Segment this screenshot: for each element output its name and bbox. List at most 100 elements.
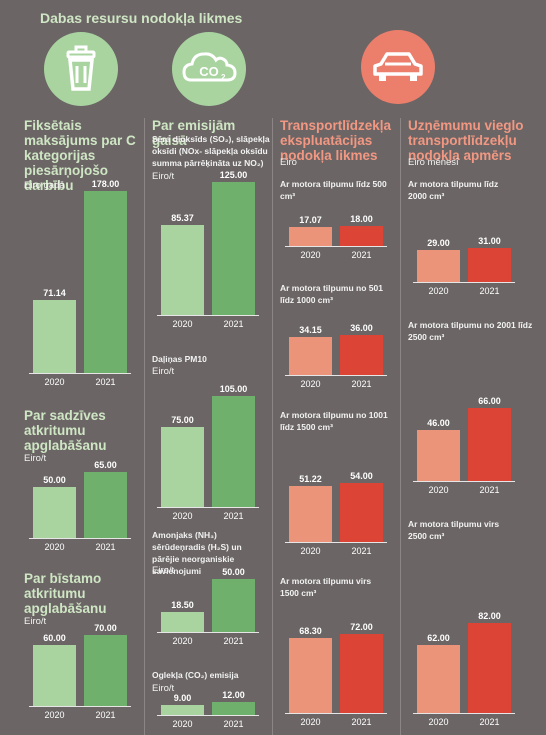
chart-baseline [285,542,387,543]
x-tick-label: 2021 [223,319,244,329]
unit-label: Eiro/t [152,171,175,182]
x-tick-label: 2021 [351,546,372,556]
bar-u3-2020 [417,645,460,713]
data-label: 178.00 [91,179,120,189]
unit-label: Eiro [280,157,297,168]
svg-text:CO: CO [199,64,219,79]
x-tick-label: 2020 [428,717,449,727]
bar-t3-2021 [340,483,383,542]
subtitle-so2-nox: Sēra dioksīds (SO₂), slāpekļa oksīdi (NO… [152,134,270,168]
subtitle-engine-500: Ar motora tilpumu līdz 500 cm³ [280,179,387,201]
column-divider [272,118,273,735]
unit-label: Eiro/t [24,616,47,627]
bar-u1-2021 [468,248,511,282]
svg-text:2: 2 [221,73,226,82]
bar-c1-2020 [33,300,76,373]
data-label: 18.50 [171,600,194,610]
data-label: 68.30 [299,626,322,636]
x-tick-label: 2020 [300,250,321,260]
bar-t3-2020 [289,486,332,542]
bar-u2-2020 [417,430,460,481]
section-title-company-car-tax: Uzņēmumu vieglo transportlīdzekļu nodokļ… [408,118,524,163]
unit-label: Eiro/t [152,565,175,576]
bar-u3-2021 [468,623,511,713]
bar-c3-2021 [84,635,127,706]
subtitle-pm10: Daļiņas PM10 [152,354,207,364]
unit-label: Eiro mēnesī [408,157,459,168]
data-label: 46.00 [427,418,450,428]
unit-label: Eiro/t [152,366,175,377]
x-tick-label: 2021 [479,286,500,296]
bar-e3-2020 [161,612,204,632]
x-tick-label: 2020 [44,710,65,720]
data-label: 34.15 [299,325,322,335]
column-divider [144,118,145,735]
subtitle-ammonia: Amonjaks (NH₃) sērūdeņradis (H₂S) un pār… [152,530,242,576]
x-tick-label: 2021 [479,485,500,495]
x-tick-label: 2020 [428,485,449,495]
bar-u1-2020 [417,250,460,282]
chart-baseline [157,315,259,316]
section-title-vehicle-tax: Transportlīdzekļa ekspluatācijas nodokļa… [280,118,392,163]
data-label: 85.37 [171,213,194,223]
bar-e4-2020 [161,705,204,715]
subtitle-engine-2000: Ar motora tilpumu līdz 2000 cm³ [408,179,499,201]
x-tick-label: 2021 [223,511,244,521]
data-label: 60.00 [43,633,66,643]
x-tick-label: 2020 [172,511,193,521]
bar-e3-2021 [212,579,255,632]
subtitle-engine-over-2500: Ar motora tilpumu virs 2500 cm³ [408,519,500,541]
infographic-title: Dabas resursu nodokļa likmes [40,10,243,26]
bar-u2-2021 [468,408,511,481]
bar-t1-2020 [289,227,332,246]
x-tick-label: 2021 [223,636,244,646]
x-tick-label: 2021 [95,710,116,720]
data-label: 75.00 [171,415,194,425]
subtitle-engine-1001-1500: Ar motora tilpumu no 1001 līdz 1500 cm³ [280,410,388,432]
data-label: 105.00 [219,384,248,394]
section-title-c-category: Fiksētais maksājums par C kategorijas pi… [24,118,136,193]
data-label: 65.00 [94,460,117,470]
chart-baseline [29,706,131,707]
subtitle-engine-over-1500: Ar motora tilpumu virs 1500 cm³ [280,576,372,598]
x-tick-label: 2020 [44,542,65,552]
x-tick-label: 2021 [351,379,372,389]
chart-baseline [413,713,515,714]
x-tick-label: 2021 [95,377,116,387]
data-label: 54.00 [350,471,373,481]
x-tick-label: 2021 [479,717,500,727]
x-tick-label: 2020 [300,717,321,727]
unit-label: Eiro/t [24,453,47,464]
bar-t1-2021 [340,226,383,246]
chart-baseline [285,246,387,247]
section-title-hazardous-waste: Par bīstamo atkritumu apglabāšanu [24,571,107,616]
data-label: 36.00 [350,323,373,333]
chart-baseline [157,715,259,716]
data-label: 12.00 [222,690,245,700]
x-tick-label: 2021 [223,719,244,729]
bar-c1-2021 [84,191,127,373]
data-label: 82.00 [478,611,501,621]
data-label: 66.00 [478,396,501,406]
trash-icon [44,32,118,106]
co2-cloud-icon: CO 2 [172,32,246,106]
data-label: 125.00 [219,170,248,180]
bar-e1-2021 [212,182,255,315]
x-tick-label: 2020 [44,377,65,387]
bar-e2-2021 [212,396,255,507]
x-tick-label: 2020 [300,546,321,556]
section-title-air-emissions: Par emisijām gaisā [152,118,236,148]
bar-t2-2021 [340,335,383,375]
bar-t4-2020 [289,638,332,713]
chart-baseline [285,713,387,714]
data-label: 17.07 [299,215,322,225]
data-label: 29.00 [427,238,450,248]
chart-baseline [413,481,515,482]
subtitle-engine-501-1000: Ar motora tilpumu no 501 līdz 1000 cm³ [280,283,383,305]
x-tick-label: 2021 [351,717,372,727]
chart-baseline [29,373,131,374]
x-tick-label: 2021 [351,250,372,260]
data-label: 9.00 [173,693,192,703]
chart-baseline [157,507,259,508]
bar-t4-2021 [340,634,383,713]
